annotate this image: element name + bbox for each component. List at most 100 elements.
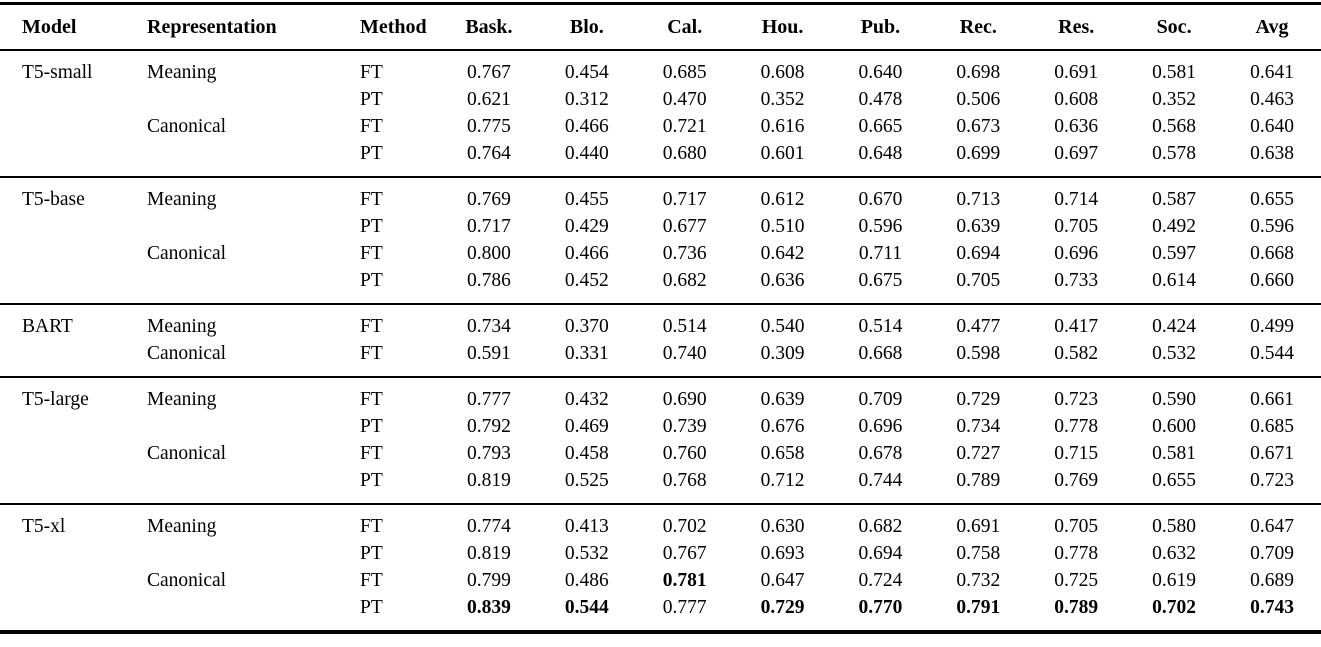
value-cell: 0.614 [1152, 270, 1196, 291]
representation-cell: Meaning [147, 316, 217, 337]
method-cell: FT [360, 443, 383, 464]
value-cell: 0.655 [1152, 470, 1196, 491]
value-cell: 0.709 [1250, 543, 1294, 564]
value-cell: 0.596 [1250, 216, 1294, 237]
value-cell: 0.440 [564, 143, 609, 164]
value-cell: 0.675 [858, 270, 903, 291]
value-cell: 0.774 [467, 516, 511, 537]
column-header-representation: Representation [147, 16, 277, 38]
method-cell: PT [360, 270, 383, 291]
table-row: T5-small Meaning FT 0.767 0.454 0.685 0.608 0.6… [0, 50, 1321, 87]
table-row: T5-large Meaning FT 0.777 0.432 0.690 0.639 0.7… [0, 377, 1321, 414]
representation-cell [130, 87, 340, 114]
model-group: BART Meaning FT 0.734 0.370 0.514 0.540 0.514 0.… [0, 304, 1321, 377]
value-cell: 0.582 [1054, 343, 1099, 364]
method-cell: PT [360, 143, 383, 164]
value-cell: 0.331 [564, 343, 609, 364]
value-cell: 0.544 [1250, 343, 1294, 364]
value-cell: 0.699 [956, 143, 1001, 164]
value-cell: 0.734 [956, 416, 1001, 437]
value-cell: 0.712 [760, 470, 805, 491]
value-cell: 0.770 [858, 597, 903, 618]
value-cell: 0.639 [760, 389, 805, 410]
method-cell: PT [360, 416, 383, 437]
value-cell: 0.648 [858, 143, 903, 164]
value-cell: 0.429 [564, 216, 609, 237]
value-cell: 0.733 [1054, 270, 1099, 291]
method-cell: FT [360, 243, 383, 264]
method-cell: FT [360, 516, 383, 537]
value-cell: 0.486 [564, 570, 609, 591]
value-cell: 0.478 [858, 89, 903, 110]
value-cell: 0.597 [1152, 243, 1196, 264]
value-cell: 0.578 [1152, 143, 1196, 164]
value-cell: 0.463 [1250, 89, 1294, 110]
value-cell: 0.697 [1054, 143, 1099, 164]
representation-cell: Canonical [147, 116, 227, 137]
value-cell: 0.723 [1054, 389, 1099, 410]
value-cell: 0.454 [564, 62, 609, 83]
value-cell: 0.777 [467, 389, 511, 410]
value-cell: 0.600 [1152, 416, 1196, 437]
column-header-avg: Avg [1255, 16, 1289, 38]
representation-cell: Meaning [147, 62, 217, 83]
value-cell: 0.647 [1250, 516, 1294, 537]
value-cell: 0.727 [956, 443, 1001, 464]
column-header-rec: Rec. [959, 16, 997, 38]
table-row: T5-base Meaning FT 0.769 0.455 0.717 0.612 0.67… [0, 177, 1321, 214]
value-cell: 0.612 [760, 189, 805, 210]
column-header-cal: Cal. [667, 16, 703, 38]
value-cell: 0.786 [467, 270, 511, 291]
representation-cell [130, 541, 340, 568]
value-cell: 0.725 [1054, 570, 1099, 591]
value-cell: 0.458 [564, 443, 609, 464]
method-cell: FT [360, 343, 383, 364]
value-cell: 0.671 [1250, 443, 1294, 464]
table-row: Canonical FT 0.800 0.466 0.736 0.642 0.711 0.69… [0, 241, 1321, 268]
table-row: Canonical FT 0.591 0.331 0.740 0.309 0.668 0.59… [0, 341, 1321, 378]
value-cell: 0.581 [1152, 62, 1196, 83]
value-cell: 0.309 [760, 343, 805, 364]
method-cell: FT [360, 116, 383, 137]
value-cell: 0.466 [564, 243, 609, 264]
value-cell: 0.506 [956, 89, 1001, 110]
value-cell: 0.596 [858, 216, 903, 237]
value-cell: 0.540 [760, 316, 805, 337]
model-cell [0, 541, 130, 568]
model-cell [0, 214, 130, 241]
model-group: T5-base Meaning FT 0.769 0.455 0.717 0.612 0.67… [0, 177, 1321, 304]
value-cell: 0.739 [662, 416, 707, 437]
value-cell: 0.499 [1250, 316, 1294, 337]
value-cell: 0.619 [1152, 570, 1196, 591]
model-cell [0, 141, 130, 178]
value-cell: 0.729 [760, 597, 805, 618]
method-cell: FT [360, 389, 383, 410]
value-cell: 0.655 [1250, 189, 1294, 210]
value-cell: 0.670 [858, 189, 903, 210]
value-cell: 0.793 [467, 443, 511, 464]
value-cell: 0.715 [1054, 443, 1099, 464]
value-cell: 0.789 [1054, 597, 1099, 618]
method-cell: FT [360, 62, 383, 83]
value-cell: 0.632 [1152, 543, 1196, 564]
representation-cell: Canonical [147, 443, 227, 464]
column-header-model: Model [22, 16, 77, 38]
value-cell: 0.660 [1250, 270, 1294, 291]
value-cell: 0.352 [1152, 89, 1196, 110]
value-cell: 0.789 [956, 470, 1001, 491]
value-cell: 0.642 [760, 243, 805, 264]
value-cell: 0.689 [1250, 570, 1294, 591]
value-cell: 0.417 [1054, 316, 1099, 337]
value-cell: 0.682 [858, 516, 903, 537]
value-cell: 0.729 [956, 389, 1001, 410]
value-cell: 0.698 [956, 62, 1001, 83]
representation-cell [130, 468, 340, 505]
value-cell: 0.352 [760, 89, 805, 110]
value-cell: 0.676 [760, 416, 805, 437]
value-cell: 0.525 [564, 470, 609, 491]
method-cell: PT [360, 543, 383, 564]
table-row: PT 0.621 0.312 0.470 0.352 0.478 0.506 0.608 0.3… [0, 87, 1321, 114]
value-cell: 0.691 [956, 516, 1001, 537]
value-cell: 0.711 [858, 243, 903, 264]
representation-cell [130, 595, 340, 633]
